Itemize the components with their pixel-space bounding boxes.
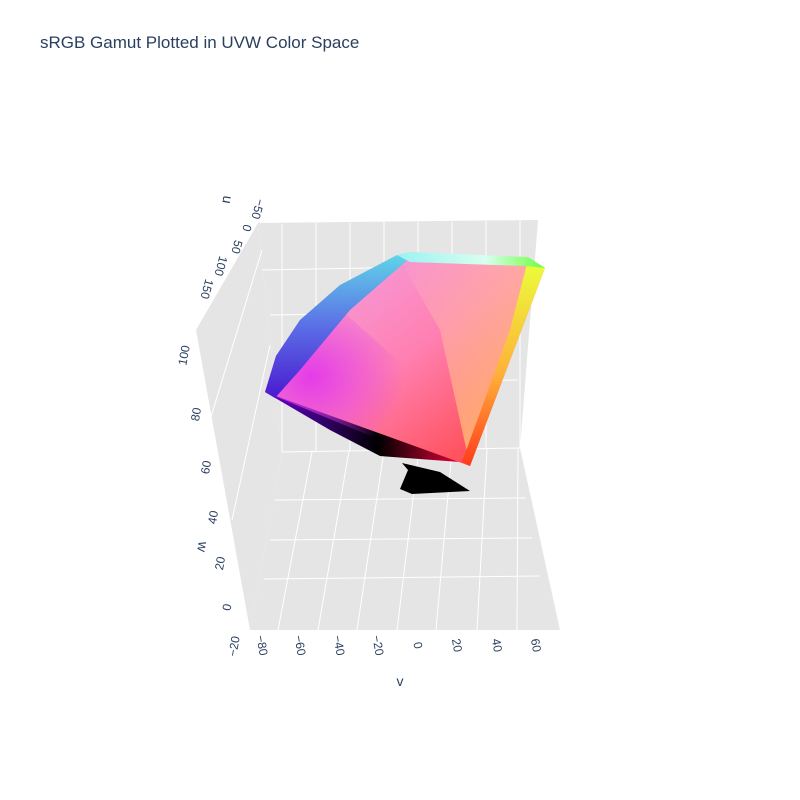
w-axis-title: w <box>194 540 212 555</box>
w-tick-label: 0 <box>220 602 235 611</box>
gamut-black-face <box>400 463 470 494</box>
w-axis: w −20 0 20 40 60 80 100 <box>175 344 242 658</box>
w-tick-label: 100 <box>175 344 192 366</box>
u-axis-title: u <box>219 195 236 205</box>
v-axis-title: v <box>397 673 404 689</box>
u-tick-label: 150 <box>197 278 216 301</box>
w-tick-label: 20 <box>212 555 228 571</box>
v-axis: v −80 −60 −40 −20 0 20 40 60 <box>253 634 544 689</box>
chart-title: sRGB Gamut Plotted in UVW Color Space <box>40 33 360 52</box>
v-tick-label: 0 <box>410 641 425 650</box>
v-tick-label: −60 <box>291 634 308 657</box>
v-tick-label: 60 <box>528 638 544 654</box>
v-tick-label: −80 <box>253 634 270 657</box>
u-tick-label: 50 <box>228 239 245 256</box>
gamut-yellow-edge <box>462 260 545 466</box>
u-tick-label: 0 <box>239 223 254 233</box>
u-tick-label: −50 <box>248 197 267 221</box>
side-wall-plane <box>196 223 282 630</box>
w-tick-label: 80 <box>188 406 204 422</box>
v-tick-label: 40 <box>489 638 505 654</box>
u-axis: u −50 0 50 100 150 <box>197 195 267 301</box>
v-tick-label: 20 <box>449 638 465 654</box>
gamut-warm-overlay <box>397 255 545 466</box>
gamut-top-edge <box>397 252 545 268</box>
u-tick-label: 100 <box>211 255 230 278</box>
v-tick-label: −40 <box>330 634 347 657</box>
w-tick-label: 60 <box>198 459 214 475</box>
gamut-mesh[interactable] <box>265 252 545 466</box>
v-tick-label: −20 <box>369 634 386 657</box>
w-tick-label: 40 <box>205 509 221 525</box>
gamut-left-face <box>265 255 410 398</box>
w-tick-label: −20 <box>225 635 242 658</box>
